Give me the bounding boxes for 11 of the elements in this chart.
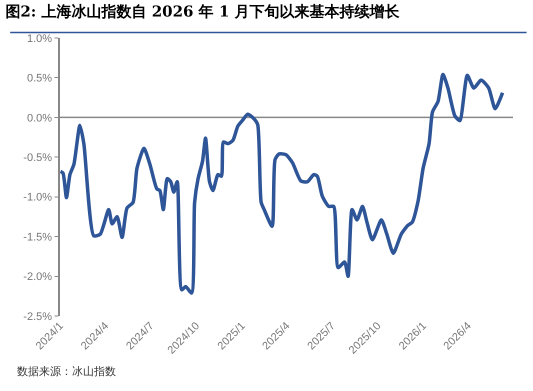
chart-title: 图2: 上海冰山指数自 2026 年 1 月下旬以来基本持续增长 [5,2,401,20]
y-tick-label: -2.5% [23,310,52,323]
y-tick-label: -0.5% [23,152,52,164]
y-tick-label: -2.0% [23,271,52,284]
y-tick-label: 0.0% [26,112,52,124]
y-tick-label: -1.5% [23,231,52,244]
y-tick-label: -1.0% [23,192,52,204]
y-tick-label: 1.0% [26,32,52,45]
line-series [60,72,504,295]
y-tick-label: 0.5% [26,72,52,85]
source-note: 数据来源：冰山指数 [17,365,116,378]
